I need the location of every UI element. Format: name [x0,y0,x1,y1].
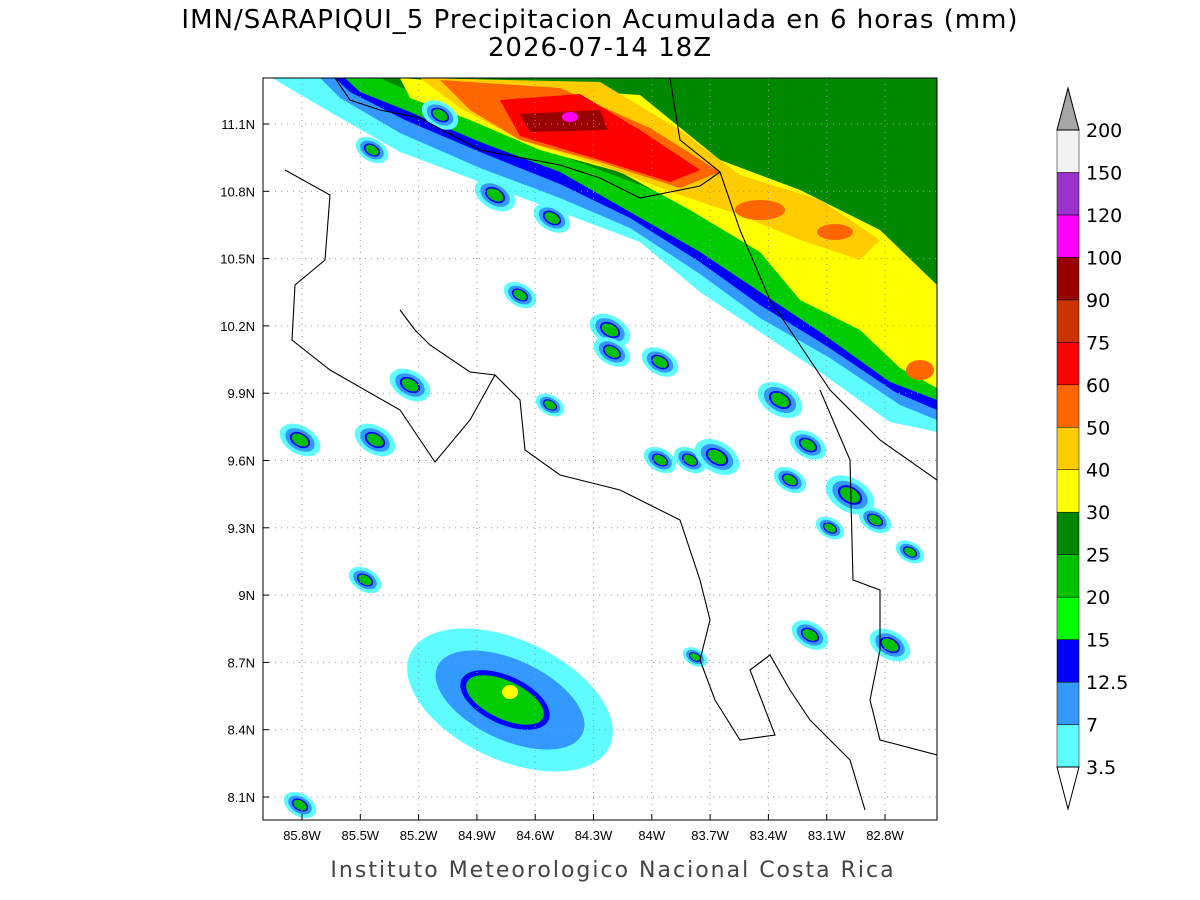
subtitle: 2026-07-14 18Z [488,33,712,63]
lon-label: 85.5W [342,828,380,843]
colorbar-label: 25 [1086,545,1110,567]
colorbar-label: 12.5 [1086,672,1128,694]
colorbar-swatch [1056,724,1080,768]
rain-cell [486,188,504,202]
lat-label: 9N [238,588,255,603]
rain-cell [802,629,818,641]
rain-cell [770,392,790,408]
rain-cell [432,109,448,121]
lon-label: 85.8W [283,828,321,843]
colorbar-swatch [1056,427,1080,470]
rain-cell [840,487,860,503]
colorbar-swatch [1056,469,1080,513]
lon-label: 83.7W [691,828,729,843]
lat-label: 9.9N [228,386,255,401]
colorbar-swatch [1056,511,1080,555]
rain-cell [366,433,384,447]
colorbar-label: 200 [1086,120,1122,142]
colorbar-label: 15 [1086,630,1110,652]
lat-label: 10.5N [220,252,255,267]
rain-cell [293,799,307,811]
lat-label: 10.2N [220,319,255,334]
colorbar-label: 60 [1086,375,1110,397]
plot-frame [262,77,938,821]
rain-cell [358,574,372,586]
colorbar-label: 75 [1086,332,1110,354]
rain-cell [544,212,560,224]
lon-label: 84.3W [575,828,613,843]
colorbar-label: 100 [1086,247,1122,269]
colorbar-label: 20 [1086,587,1110,609]
colorbar-swatch [1056,342,1080,386]
lon-label: 83.4W [750,828,788,843]
lon-label: 83.1W [808,828,846,843]
rain-cell [868,514,882,526]
lat-label: 9.3N [228,521,255,536]
rain-cell [800,439,816,451]
plot-area [263,78,937,820]
lon-label: 84.6W [516,828,554,843]
colorbar-label: 120 [1086,205,1122,227]
colorbar-swatch [1056,596,1080,640]
lat-label: 10.8N [220,184,255,199]
title: IMN/SARAPIQUI_5 Precipitacion Acumulada … [181,5,1018,35]
lon-label: 82.8W [866,828,904,843]
colorbar-swatch [1056,172,1080,216]
rain-cell [824,523,836,533]
lon-label: 84.9W [458,828,496,843]
lat-label: 9.6N [228,454,255,469]
rain-cell [513,289,527,301]
colorbar-label: 30 [1086,502,1110,524]
rain-cell [291,433,309,447]
rain-cell [904,547,916,557]
lat-label: 8.4N [228,723,255,738]
colorbar-over [1056,86,1080,131]
colorbar-swatch [1056,384,1080,428]
rain-cell [707,449,727,465]
rain-cell [690,653,700,661]
colorbar-label: 90 [1086,290,1110,312]
lon-label: 84W [638,828,665,843]
rain-cell [604,346,620,358]
lat-label: 8.7N [228,655,255,670]
precip-field [272,78,937,819]
rain-cell [365,144,379,156]
colorbar-label: 40 [1086,460,1110,482]
colorbar-swatch [1056,639,1080,683]
colorbar-label: 7 [1086,715,1098,737]
colorbar-swatch [1056,681,1080,725]
colorbar-swatch [1056,129,1080,173]
coastline [284,78,937,811]
lat-label: 11.1N [221,117,255,132]
colorbar-label: 150 [1086,162,1122,184]
rain-cell [601,323,619,337]
rain-cell [783,474,797,486]
colorbar-under [1056,766,1080,811]
colorbar-swatch [1056,554,1080,598]
rain-cell [401,378,419,392]
lat-label: 8.1N [228,790,255,805]
colorbar-label: 3.5 [1086,757,1116,779]
rain-cell [652,356,668,368]
colorbar-label: 50 [1086,417,1110,439]
lon-label: 85.2W [400,828,438,843]
rain-cell [544,400,556,410]
grid [263,78,937,820]
colorbar-swatch [1056,299,1080,343]
colorbar-swatch [1056,257,1080,301]
footer-credit: Instituto Meteorologico Nacional Costa R… [330,858,895,883]
rain-cell [881,638,899,652]
colorbar-swatch [1056,214,1080,258]
